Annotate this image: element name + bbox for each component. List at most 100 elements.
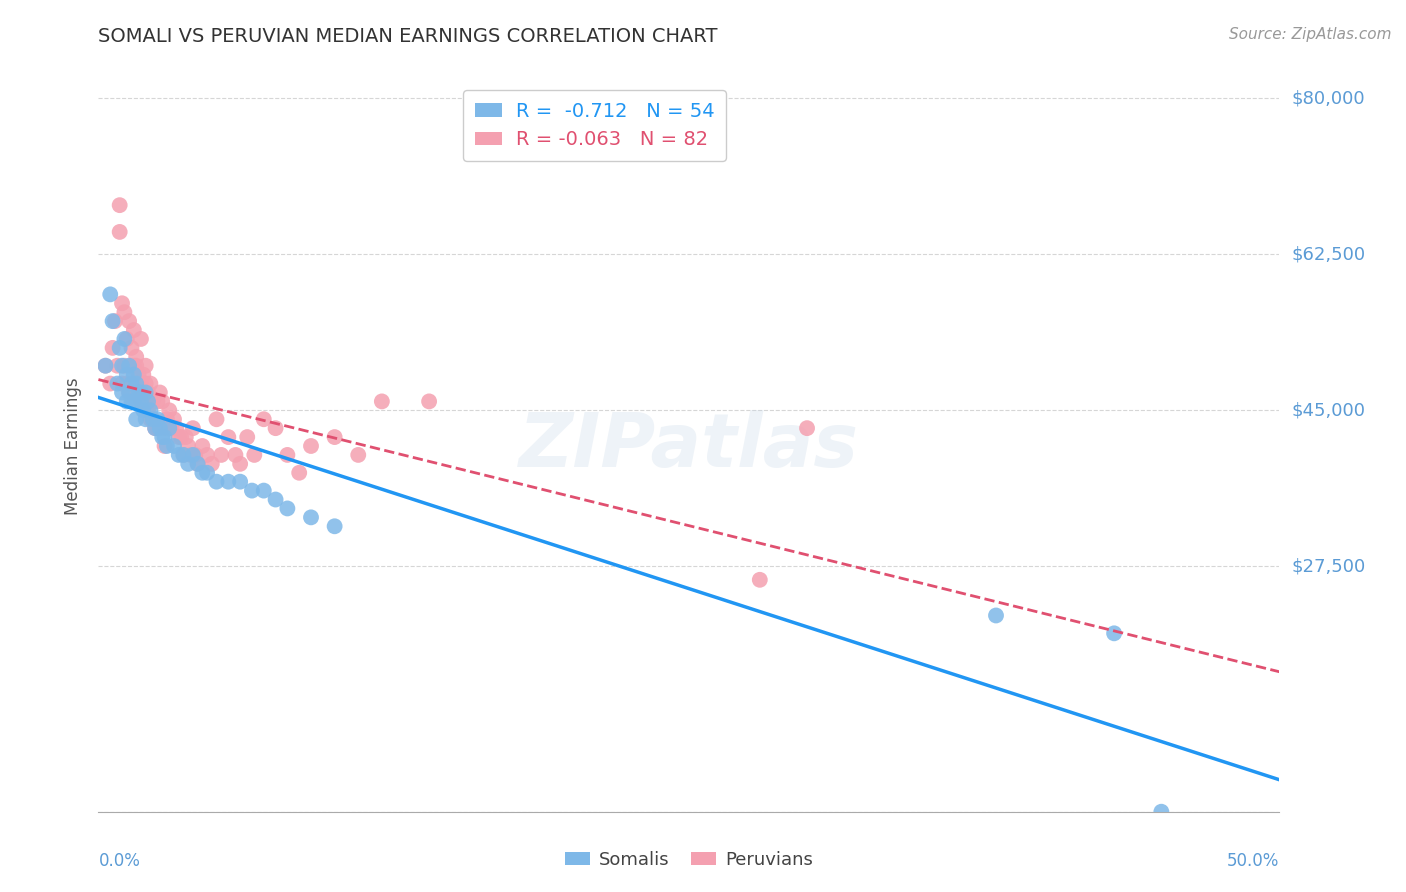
Point (984, 608, 1007, 623)
Point (153, 430, 176, 444)
Point (115, 376, 138, 391)
Point (136, 394, 159, 409)
Point (195, 448, 218, 462)
Text: $80,000: $80,000 (1291, 89, 1365, 107)
Text: ZIPatlas: ZIPatlas (519, 409, 859, 483)
Point (104, 314, 127, 328)
Point (153, 421, 176, 435)
Point (253, 483, 276, 498)
Point (142, 412, 165, 426)
Point (149, 421, 172, 435)
Point (129, 385, 152, 400)
Point (121, 394, 143, 409)
Point (264, 492, 287, 507)
Point (323, 430, 346, 444)
Point (135, 412, 157, 426)
Point (142, 394, 165, 409)
Text: 50.0%: 50.0% (1227, 852, 1279, 870)
Point (150, 394, 173, 409)
Y-axis label: Median Earnings: Median Earnings (65, 377, 83, 515)
Point (128, 368, 150, 382)
Point (98, 376, 121, 391)
Point (150, 430, 173, 444)
Point (143, 421, 166, 435)
Point (136, 403, 159, 417)
Point (156, 412, 179, 426)
Text: $45,000: $45,000 (1291, 401, 1365, 419)
Point (108, 198, 131, 212)
Point (132, 394, 155, 409)
Point (143, 421, 166, 435)
Point (146, 412, 169, 426)
Point (136, 385, 159, 400)
Point (205, 475, 228, 489)
Point (177, 457, 200, 471)
Point (118, 385, 141, 400)
Point (191, 439, 214, 453)
Point (121, 359, 143, 373)
Point (217, 475, 239, 489)
Point (180, 448, 202, 462)
Point (94, 359, 117, 373)
Point (122, 359, 145, 373)
Point (125, 359, 148, 373)
Point (187, 457, 209, 471)
Point (135, 359, 157, 373)
Text: SOMALI VS PERUVIAN MEDIAN EARNINGS CORRELATION CHART: SOMALI VS PERUVIAN MEDIAN EARNINGS CORRE… (98, 27, 718, 45)
Point (229, 457, 252, 471)
Point (135, 385, 157, 400)
Point (201, 457, 224, 471)
Point (128, 385, 150, 400)
Text: Source: ZipAtlas.com: Source: ZipAtlas.com (1229, 27, 1392, 42)
Point (121, 341, 143, 355)
Point (299, 510, 322, 524)
Point (165, 421, 187, 435)
Point (111, 359, 134, 373)
Point (276, 448, 298, 462)
Point (323, 519, 346, 533)
Point (135, 376, 157, 391)
Point (111, 296, 134, 310)
Point (172, 448, 194, 462)
Point (118, 359, 141, 373)
Point (796, 421, 818, 435)
Point (172, 448, 194, 462)
Text: $62,500: $62,500 (1291, 245, 1365, 263)
Point (160, 421, 183, 435)
Point (142, 412, 165, 426)
Point (195, 466, 218, 480)
Point (98, 287, 121, 301)
Point (288, 466, 311, 480)
Point (163, 439, 186, 453)
Point (125, 385, 148, 400)
Point (108, 225, 131, 239)
Point (105, 376, 128, 391)
Point (240, 483, 263, 498)
Point (135, 394, 157, 409)
Point (1102, 626, 1125, 640)
Point (264, 421, 287, 435)
Point (115, 394, 138, 409)
Point (139, 412, 162, 426)
Point (115, 368, 138, 382)
Point (128, 385, 150, 400)
Point (347, 448, 370, 462)
Legend: Somalis, Peruvians: Somalis, Peruvians (557, 844, 821, 876)
Point (121, 376, 143, 391)
Point (224, 448, 246, 462)
Point (118, 314, 141, 328)
Point (129, 394, 152, 409)
Point (299, 439, 322, 453)
Point (174, 430, 197, 444)
Point (1150, 805, 1173, 819)
Text: 0.0%: 0.0% (98, 852, 141, 870)
Point (156, 439, 179, 453)
Point (108, 341, 131, 355)
Point (122, 323, 145, 337)
Point (112, 332, 135, 346)
Point (122, 385, 145, 400)
Point (146, 421, 169, 435)
Point (132, 368, 155, 382)
Point (125, 350, 148, 364)
Point (121, 385, 143, 400)
